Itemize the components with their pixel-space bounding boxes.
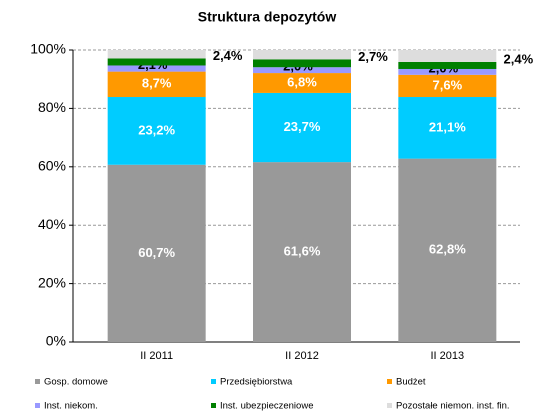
y-tick-label: 100% — [30, 41, 66, 57]
bar-segment — [398, 50, 497, 62]
y-tick-label: 0% — [46, 333, 66, 349]
bar-segment — [107, 164, 206, 342]
value-label: 60,7% — [138, 245, 175, 260]
bar-segment — [398, 68, 497, 75]
bar-segment — [398, 74, 497, 98]
y-tick-label: 60% — [38, 158, 66, 174]
bar-segment — [253, 73, 351, 93]
x-tick-label: II 2013 — [431, 350, 465, 362]
bar-segment — [398, 61, 497, 69]
legend-label: Przedsiębiorstwa — [220, 377, 293, 388]
bar-segment — [107, 97, 206, 165]
value-label: 23,7% — [284, 119, 321, 134]
bar-segment — [253, 59, 351, 68]
bar-segment — [253, 92, 351, 163]
value-label: 21,1% — [429, 119, 466, 134]
legend-swatch — [211, 379, 216, 384]
bar-segment — [253, 67, 351, 74]
value-label: 23,2% — [138, 122, 175, 137]
value-label: 7,6% — [433, 77, 463, 92]
legend-swatch — [35, 403, 40, 408]
bar-segment — [253, 162, 351, 342]
bar-segment — [398, 97, 497, 159]
bar-segment — [253, 50, 351, 60]
y-tick-label: 80% — [38, 99, 66, 115]
value-label: 62,8% — [429, 242, 466, 257]
bar-segment — [107, 65, 206, 72]
y-tick-label: 20% — [38, 274, 66, 290]
legend-label: Inst. ubezpieczeniowe — [220, 401, 313, 412]
legend-label: Pozostałe niemon. inst. fin. — [396, 401, 510, 412]
bar-segment — [398, 158, 497, 342]
x-tick-label: II 2011 — [140, 350, 173, 362]
bar-segment — [107, 50, 206, 59]
y-tick-label: 40% — [38, 216, 66, 232]
legend-label: Inst. niekom. — [44, 401, 98, 412]
value-label: 8,7% — [142, 76, 172, 91]
legend-swatch — [211, 403, 216, 408]
value-label: 2,7% — [358, 49, 388, 64]
legend-label: Gosp. domowe — [44, 377, 108, 388]
legend-swatch — [35, 379, 40, 384]
value-label: 2,4% — [213, 48, 243, 63]
x-tick-label: II 2012 — [285, 350, 319, 362]
legend-swatch — [387, 379, 392, 384]
value-label: 2,4% — [504, 51, 534, 66]
value-label: 61,6% — [284, 244, 321, 259]
chart-title: Struktura depozytów — [198, 9, 337, 25]
bar-segment — [107, 58, 206, 66]
legend-label: Budżet — [396, 377, 426, 388]
legend-swatch — [387, 403, 392, 408]
value-label: 6,8% — [287, 74, 317, 89]
bar-segment — [107, 71, 206, 98]
